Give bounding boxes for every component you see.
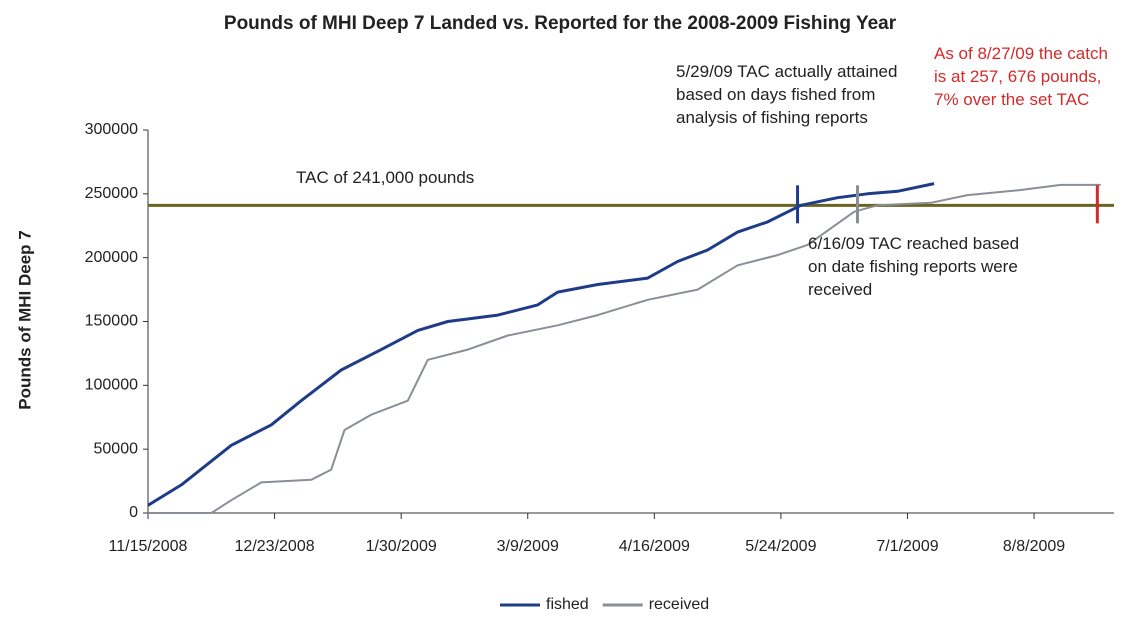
series-line <box>147 182 935 507</box>
chart-title: Pounds of MHI Deep 7 Landed vs. Reported… <box>223 13 897 34</box>
annotation: 6/16/09 TAC reached based on date fishin… <box>808 234 1020 299</box>
y-tick-label: 200000 <box>85 249 138 266</box>
y-tick-label: 100000 <box>85 377 138 394</box>
annotation: As of 8/27/09 the catch is at 257, 676 p… <box>934 44 1108 109</box>
annotation: TAC of 241,000 pounds <box>296 168 475 187</box>
x-tick-label: 7/1/2009 <box>876 538 938 555</box>
y-tick-label: 250000 <box>85 185 138 202</box>
x-tick-label: 11/15/2008 <box>109 538 188 555</box>
x-tick-label: 4/16/2009 <box>619 538 690 555</box>
y-tick-label: 50000 <box>94 440 139 457</box>
y-tick-label: 0 <box>129 504 138 521</box>
legend-label: received <box>649 596 709 613</box>
x-tick-label: 8/8/2009 <box>1003 538 1065 555</box>
y-axis-label: Pounds of MHI Deep 7 <box>15 230 34 409</box>
x-tick-label: 5/24/2009 <box>745 538 816 555</box>
x-tick-label: 12/23/2008 <box>235 538 315 555</box>
x-tick-label: 1/30/2009 <box>366 538 437 555</box>
y-tick-label: 300000 <box>85 121 138 138</box>
x-tick-label: 3/9/2009 <box>497 538 559 555</box>
series-line <box>148 183 1101 514</box>
annotation: 5/29/09 TAC actually attained based on d… <box>676 62 898 127</box>
legend-label: fished <box>546 596 589 613</box>
y-tick-label: 150000 <box>85 313 138 330</box>
